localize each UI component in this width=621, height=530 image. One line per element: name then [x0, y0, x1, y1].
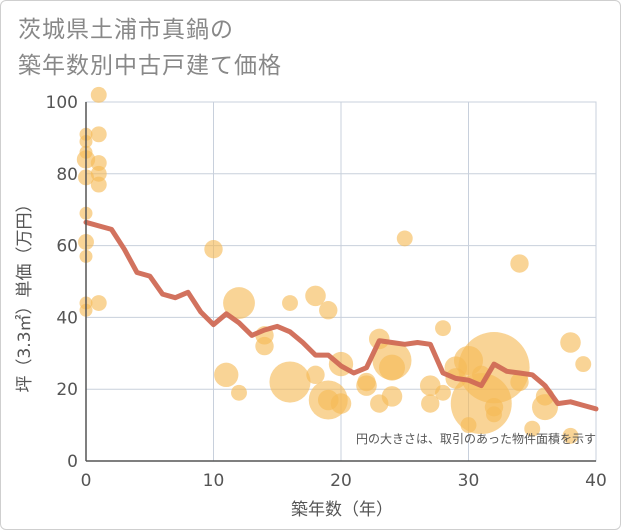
- x-tick-label: 40: [585, 471, 607, 491]
- bubble-point: [560, 332, 581, 353]
- bubble-point: [357, 372, 376, 392]
- bubble-size-note: 円の大きさは、取引のあった物件面積を示す: [356, 431, 596, 446]
- bubble-series: [76, 86, 592, 444]
- bubble-point: [306, 365, 325, 385]
- x-tick-label: 30: [458, 471, 480, 491]
- bubble-point: [269, 361, 311, 403]
- y-tick-label: 40: [56, 308, 78, 328]
- bubble-point: [319, 301, 338, 320]
- bubble-point: [255, 336, 274, 356]
- bubble-point: [524, 420, 541, 437]
- average-line: [83, 219, 599, 412]
- bubble-point: [223, 287, 255, 319]
- bubble-point: [510, 254, 529, 273]
- y-axis-title: 坪（3.3㎡）単価（万円）: [15, 195, 35, 392]
- bubble-point: [435, 320, 451, 337]
- bubble-point: [90, 126, 107, 143]
- x-tick-label: 20: [330, 471, 352, 491]
- axes: [85, 102, 596, 462]
- average-line-series: [83, 219, 599, 412]
- bubble-point: [90, 176, 107, 193]
- bubble-point: [204, 240, 223, 259]
- bubble-point: [486, 406, 502, 423]
- y-tick-label: 20: [56, 380, 78, 400]
- bubble-point: [214, 362, 239, 387]
- y-tick-label: 0: [67, 452, 78, 472]
- bubble-point: [90, 295, 107, 312]
- chart-title: 茨城県土浦市真鍋の 築年数別中古戸建て価格: [18, 12, 282, 84]
- bubble-point: [421, 394, 440, 413]
- bubble-point: [460, 417, 477, 434]
- bubble-point: [379, 354, 405, 381]
- x-tick-label: 0: [81, 471, 92, 491]
- bubble-point: [231, 384, 247, 401]
- bubble-point: [575, 356, 592, 373]
- bubble-point: [562, 427, 579, 444]
- bubble-point: [282, 295, 298, 312]
- bubble-point: [330, 393, 352, 414]
- chart-title-line-1: 茨城県土浦市真鍋の: [18, 17, 234, 43]
- bubble-point: [435, 384, 451, 401]
- bubble-point: [90, 86, 107, 103]
- x-axis-title: 築年数（年）: [291, 500, 393, 520]
- y-tick-label: 100: [46, 93, 78, 113]
- bubble-point: [396, 230, 413, 247]
- y-tick-label: 80: [56, 165, 78, 185]
- bubble-point: [305, 285, 326, 307]
- x-tick-label: 10: [203, 471, 225, 491]
- tick-labels: 0 10 20 30 40 0 20 40 60 80 100: [46, 93, 607, 491]
- bubble-point: [510, 372, 529, 392]
- chart-title-line-2: 築年数別中古戸建て価格: [18, 53, 282, 79]
- bubble-point: [370, 394, 389, 413]
- y-tick-label: 60: [56, 237, 78, 257]
